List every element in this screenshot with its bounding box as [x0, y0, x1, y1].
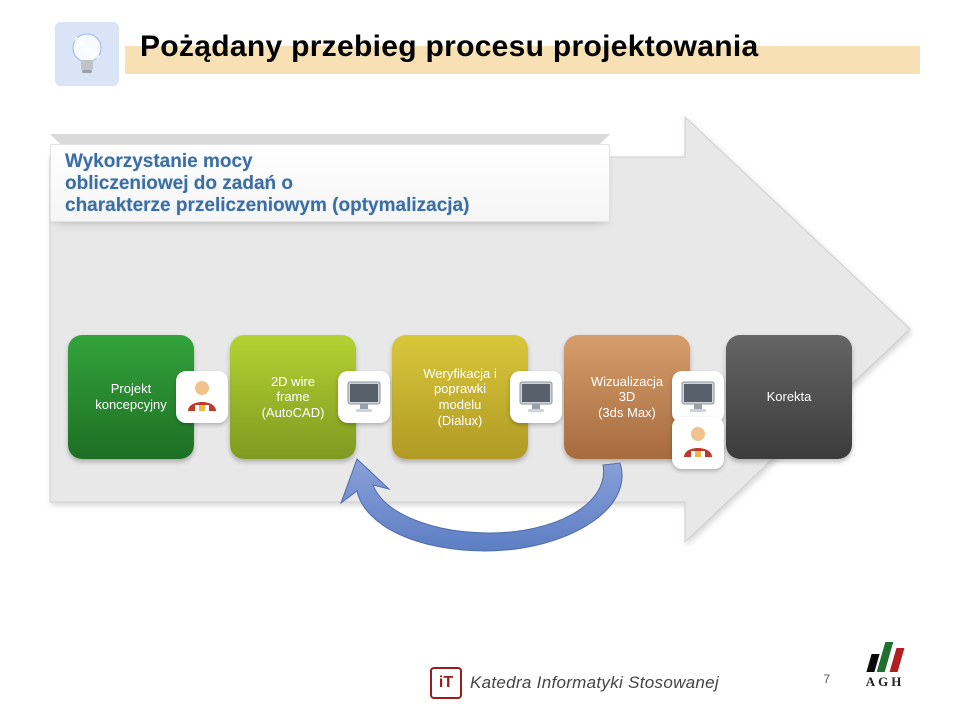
process-step-2-label: 2D wireframe(AutoCAD) — [262, 374, 325, 421]
feedback-loop-arrow-icon — [335, 455, 650, 565]
subtitle-line2: obliczeniowej do zadań o — [65, 173, 595, 195]
monitor-icon — [338, 371, 390, 423]
process-step-3-label: Weryfikacja ipoprawkimodelu(Dialux) — [423, 366, 496, 428]
subtitle-line3: charakterze przeliczeniowym (optymalizac… — [65, 195, 595, 217]
monitor-icon — [672, 371, 724, 423]
agh-bar — [890, 648, 905, 672]
page-number: 7 — [823, 672, 830, 686]
page-title: Pożądany przebieg procesu projektowania — [140, 30, 759, 64]
it-square-icon: iT — [430, 667, 462, 699]
subtitle-line1: Wykorzystanie mocy — [65, 151, 595, 173]
process-step-5-label: Korekta — [767, 389, 812, 405]
lightbulb-icon — [55, 22, 119, 86]
user-icon — [176, 371, 228, 423]
process-step-1-label: Projektkoncepcyjny — [95, 381, 167, 412]
process-step-5: Korekta — [726, 335, 852, 459]
subtitle-band: Wykorzystanie mocy obliczeniowej do zada… — [50, 134, 610, 222]
process-step-4-label: Wizualizacja3D(3ds Max) — [591, 374, 663, 421]
process-steps: Projektkoncepcyjny 2D wireframe(AutoCAD) W… — [68, 335, 888, 465]
department-logo: iT Katedra Informatyki Stosowanej — [430, 668, 719, 698]
process-step-3: Weryfikacja ipoprawkimodelu(Dialux) — [392, 335, 528, 459]
agh-logo: AGH — [850, 642, 920, 700]
agh-label: AGH — [850, 674, 920, 690]
monitor-icon — [510, 371, 562, 423]
user-icon — [672, 417, 724, 469]
department-name: Katedra Informatyki Stosowanej — [470, 673, 719, 693]
